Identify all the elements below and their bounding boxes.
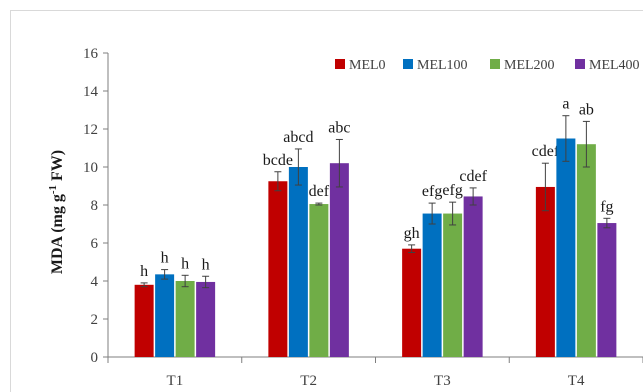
x-tick-label: T4: [568, 373, 585, 389]
bar: [576, 144, 596, 357]
legend-swatch: [335, 59, 345, 69]
svg-text:MDA (mg g-1 FW): MDA (mg g-1 FW): [47, 150, 66, 274]
bar: [175, 281, 195, 357]
y-tick-label: 14: [83, 84, 99, 100]
legend-label: MEL0: [349, 58, 386, 73]
bar: [196, 281, 216, 357]
bar: [288, 167, 308, 357]
y-axis-title-main: MDA (mg g: [49, 194, 66, 274]
bar: [535, 186, 555, 357]
significance-label: efg: [442, 182, 462, 199]
legend-swatch: [575, 59, 585, 69]
bar: [329, 163, 349, 357]
significance-label: cdef: [459, 168, 487, 185]
significance-label: h: [161, 250, 169, 267]
y-tick-label: 8: [91, 198, 99, 214]
significance-label: a: [562, 96, 569, 113]
significance-label: gh: [404, 225, 420, 242]
bar: [268, 181, 288, 357]
legend-label: MEL400: [589, 58, 640, 73]
y-tick-label: 10: [83, 160, 98, 176]
y-tick-label: 0: [91, 350, 99, 366]
x-tick-label: T3: [434, 373, 451, 389]
y-axis-title: MDA (mg g-1 FW): [47, 150, 66, 274]
bar: [597, 223, 617, 357]
significance-label: efg: [422, 183, 442, 200]
bar: [155, 274, 175, 357]
significance-label: h: [181, 255, 189, 272]
legend-label: MEL100: [417, 58, 468, 73]
significance-label: fg: [600, 198, 613, 215]
significance-label: h: [202, 256, 210, 273]
bar: [402, 248, 422, 357]
legend: MEL0 MEL100 MEL200 MEL400: [335, 58, 640, 73]
legend-label: MEL200: [504, 58, 555, 73]
x-tick-label: T1: [167, 373, 184, 389]
significance-label: bcde: [263, 152, 293, 169]
significance-label: def: [309, 183, 330, 200]
significance-label: h: [140, 263, 148, 280]
y-tick-label: 2: [91, 312, 99, 328]
significance-label: cdef: [532, 143, 560, 160]
bar: [422, 213, 442, 357]
y-tick-label: 16: [83, 46, 99, 62]
y-tick-label: 6: [91, 236, 99, 252]
y-tick-label: 12: [83, 122, 98, 138]
bar: [463, 196, 483, 357]
y-axis-title-unit: FW): [49, 150, 66, 185]
bar: [309, 204, 329, 357]
legend-swatch: [403, 59, 413, 69]
y-tick-label: 4: [91, 274, 99, 290]
significance-label: ab: [579, 101, 594, 118]
legend-swatch: [490, 59, 500, 69]
bar: [443, 213, 463, 357]
significance-label: abc: [328, 119, 350, 136]
bar: [134, 284, 154, 357]
bar: [556, 138, 576, 357]
x-tick-label: T2: [300, 373, 317, 389]
y-axis-title-superscript: -1: [47, 185, 59, 194]
significance-label: abcd: [283, 129, 313, 146]
